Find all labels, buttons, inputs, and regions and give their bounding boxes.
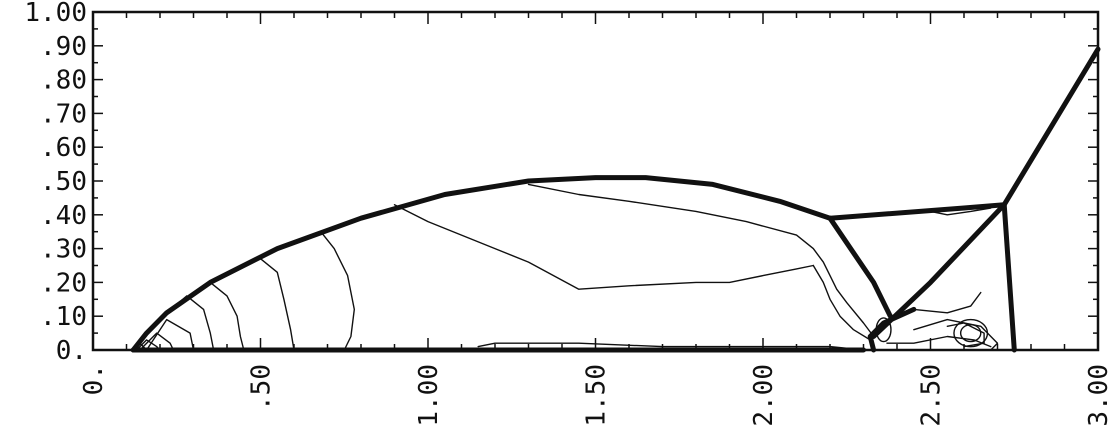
contour-line-22 bbox=[886, 335, 992, 348]
shock-line-1 bbox=[827, 202, 1007, 221]
contour-line-15 bbox=[166, 295, 215, 351]
shock-line-4 bbox=[1001, 202, 1017, 353]
shock-line-2 bbox=[827, 215, 893, 319]
contour-line-21 bbox=[889, 291, 982, 317]
contour-lines bbox=[130, 46, 1101, 353]
contour-line-11 bbox=[132, 342, 148, 351]
x-tick-label: 3.00 bbox=[1084, 364, 1114, 427]
contour-line-16 bbox=[209, 281, 245, 351]
y-tick-label: .10 bbox=[40, 302, 87, 332]
y-tick-label: .40 bbox=[40, 201, 87, 231]
y-tick-label: .30 bbox=[40, 235, 87, 265]
contour-line-23 bbox=[477, 342, 865, 351]
contour-line-13 bbox=[139, 332, 175, 351]
contour-line-14 bbox=[145, 318, 195, 351]
contour-line-24 bbox=[929, 207, 992, 216]
y-tick-label: 1.00 bbox=[24, 0, 87, 28]
y-tick-labels: 0. .10 .20.30 .40 .50 .60 .70.80 .90 1.00 bbox=[24, 0, 87, 366]
contour-line-8 bbox=[393, 204, 814, 290]
contour-loop bbox=[953, 318, 989, 348]
x-tick-labels: 0. .50 1.00 1.50 2.00 2.50 3.00 bbox=[79, 364, 1114, 427]
y-tick-label: 0. bbox=[56, 336, 87, 366]
y-tick-label: .20 bbox=[40, 268, 87, 298]
x-tick-label: 0. bbox=[79, 364, 109, 395]
y-tick-label: .90 bbox=[40, 32, 87, 62]
contour-line-10 bbox=[812, 264, 871, 341]
x-tick-label: 1.50 bbox=[582, 364, 612, 427]
contour-line-19 bbox=[913, 318, 999, 351]
contour-loop bbox=[959, 323, 982, 343]
x-tick-label: 1.00 bbox=[414, 364, 444, 427]
y-tick-label: .60 bbox=[40, 133, 87, 163]
plot-frame bbox=[91, 10, 1100, 352]
x-tick-label: 2.00 bbox=[749, 364, 779, 427]
y-tick-label: .70 bbox=[40, 99, 87, 129]
x-tick-label: 2.50 bbox=[917, 364, 947, 427]
y-tick-label: .80 bbox=[40, 66, 87, 96]
y-tick-label: .50 bbox=[40, 167, 87, 197]
x-tick-label: .50 bbox=[247, 364, 277, 411]
contour-line-18 bbox=[320, 231, 355, 351]
tick-marks bbox=[92, 11, 1099, 351]
contour-line-17 bbox=[259, 258, 295, 351]
contour-line-9 bbox=[527, 183, 875, 338]
shock-line-5 bbox=[1001, 46, 1101, 208]
contour-loop bbox=[875, 317, 892, 343]
